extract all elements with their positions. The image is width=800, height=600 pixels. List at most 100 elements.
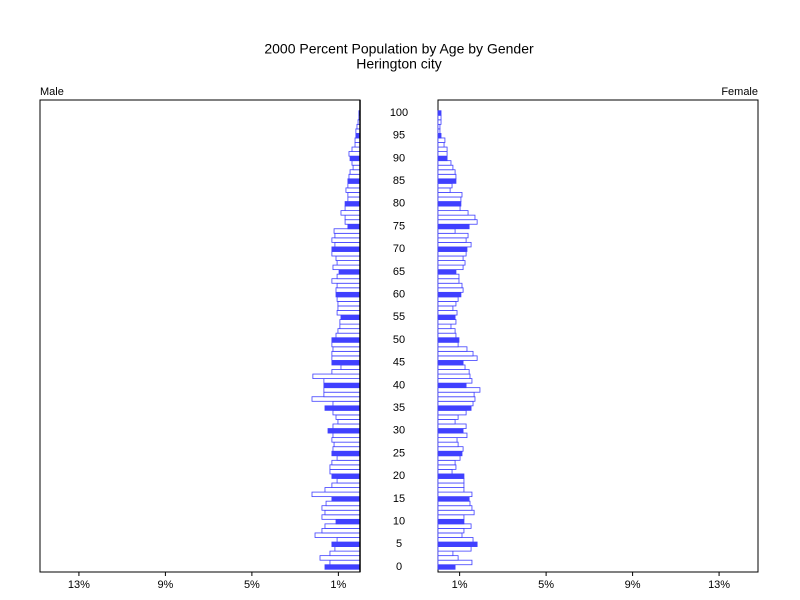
bar bbox=[437, 482, 465, 488]
female-label: Female bbox=[721, 86, 758, 98]
bar bbox=[324, 405, 361, 411]
bar bbox=[349, 169, 361, 175]
bar bbox=[329, 550, 361, 557]
bar bbox=[338, 269, 361, 275]
bar bbox=[437, 164, 454, 171]
bar bbox=[437, 550, 454, 557]
bar bbox=[437, 500, 471, 507]
bar bbox=[437, 423, 467, 429]
bar bbox=[437, 446, 464, 452]
bar bbox=[331, 355, 361, 361]
bar bbox=[437, 419, 456, 425]
bar bbox=[312, 373, 361, 379]
bar bbox=[324, 523, 361, 529]
age-label: 0 bbox=[396, 561, 402, 573]
bar bbox=[347, 223, 361, 230]
bar bbox=[351, 146, 361, 152]
bar bbox=[324, 487, 361, 493]
bar bbox=[331, 437, 361, 443]
bar bbox=[332, 264, 361, 271]
bar bbox=[437, 314, 456, 320]
bar bbox=[437, 128, 441, 134]
bar bbox=[347, 178, 361, 184]
x-tick-label: 13% bbox=[708, 579, 730, 591]
bar bbox=[323, 382, 361, 389]
bar bbox=[437, 564, 456, 570]
bar bbox=[437, 400, 474, 407]
bar bbox=[336, 455, 361, 461]
bar bbox=[349, 155, 361, 162]
age-label: 5 bbox=[396, 538, 402, 550]
age-label: 70 bbox=[393, 243, 405, 255]
bar bbox=[319, 555, 361, 561]
bar bbox=[437, 110, 442, 116]
age-label: 90 bbox=[393, 152, 405, 164]
bar bbox=[437, 496, 470, 502]
bar bbox=[335, 255, 361, 261]
bar bbox=[437, 123, 441, 130]
bar bbox=[344, 201, 361, 207]
x-tick-label: 13% bbox=[68, 579, 90, 591]
bar bbox=[333, 441, 361, 448]
bar bbox=[437, 528, 465, 534]
bar bbox=[331, 337, 361, 343]
bar bbox=[437, 532, 463, 538]
age-label: 35 bbox=[393, 402, 405, 414]
bar bbox=[348, 173, 361, 180]
bar bbox=[351, 160, 361, 166]
bar bbox=[437, 187, 451, 193]
bar bbox=[437, 468, 453, 475]
bar bbox=[437, 328, 456, 334]
bar bbox=[437, 409, 467, 416]
bar bbox=[437, 173, 457, 180]
bar bbox=[335, 287, 361, 293]
bar bbox=[437, 219, 478, 225]
bar bbox=[336, 273, 361, 280]
bar bbox=[332, 446, 361, 452]
bar bbox=[323, 391, 361, 398]
bar bbox=[437, 518, 465, 525]
bar bbox=[437, 232, 469, 239]
bar bbox=[437, 192, 463, 198]
bar bbox=[437, 151, 448, 157]
bar bbox=[335, 518, 361, 525]
bar bbox=[437, 541, 478, 547]
bar bbox=[437, 514, 465, 520]
age-label: 65 bbox=[393, 266, 405, 278]
bar bbox=[324, 509, 361, 516]
bar bbox=[437, 291, 462, 298]
bar bbox=[437, 478, 465, 484]
x-tick-label: 1% bbox=[452, 579, 468, 591]
bar bbox=[331, 246, 361, 252]
bar bbox=[336, 282, 361, 289]
bar bbox=[437, 296, 459, 302]
age-label: 45 bbox=[393, 357, 405, 369]
bar bbox=[348, 151, 361, 157]
bar bbox=[340, 364, 361, 370]
bar bbox=[437, 350, 474, 357]
bar bbox=[437, 396, 476, 402]
bar bbox=[331, 459, 361, 466]
bar bbox=[333, 228, 361, 234]
bar bbox=[437, 182, 453, 189]
bar bbox=[437, 509, 475, 516]
bar bbox=[329, 559, 361, 566]
bar bbox=[437, 360, 464, 366]
bar bbox=[437, 246, 468, 252]
age-label: 95 bbox=[393, 130, 405, 142]
bar bbox=[323, 387, 361, 393]
bar bbox=[437, 373, 471, 379]
bar bbox=[437, 142, 445, 148]
bar bbox=[437, 237, 467, 243]
bar bbox=[437, 364, 466, 370]
bar bbox=[437, 450, 463, 457]
bar bbox=[336, 478, 361, 484]
bar bbox=[437, 391, 475, 398]
age-label: 85 bbox=[393, 175, 405, 187]
bar bbox=[437, 228, 456, 234]
bar bbox=[323, 378, 361, 384]
bar bbox=[437, 264, 464, 271]
bar bbox=[321, 505, 361, 511]
bar bbox=[437, 537, 474, 543]
bar bbox=[332, 432, 361, 439]
